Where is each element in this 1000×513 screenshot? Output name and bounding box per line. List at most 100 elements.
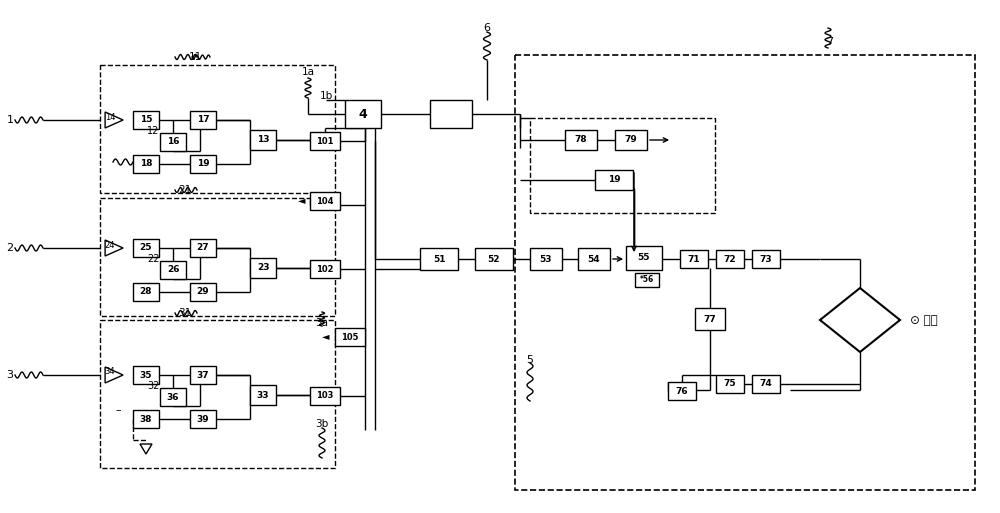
Text: 2: 2 [6,243,14,253]
Text: 25: 25 [140,244,152,252]
Bar [716,250,744,268]
Bar [190,366,216,384]
Bar [430,100,472,128]
Text: 18: 18 [140,160,152,168]
Text: 16: 16 [167,137,179,147]
Polygon shape [105,240,123,256]
Text: 22: 22 [147,254,159,264]
Text: 13: 13 [257,135,269,145]
Bar [565,130,597,150]
Text: 5: 5 [526,355,534,365]
Text: 53: 53 [540,254,552,264]
Polygon shape [105,367,123,383]
Polygon shape [105,112,123,128]
Text: *56: *56 [640,275,654,285]
Text: 103: 103 [316,391,334,401]
Bar [190,410,216,428]
Text: 7: 7 [826,37,834,47]
Bar [100,198,335,316]
Bar [626,246,662,270]
Bar [530,118,715,213]
Text: 76: 76 [676,386,688,396]
Text: 17: 17 [197,115,209,125]
Text: 78: 78 [575,135,587,145]
Bar [310,260,340,278]
Bar [716,375,744,393]
Bar [133,366,159,384]
Bar [475,248,513,270]
Text: 26: 26 [167,266,179,274]
Text: 36: 36 [167,392,179,402]
Bar [635,273,659,287]
Text: 14: 14 [105,112,115,122]
Text: 29: 29 [197,287,209,297]
Bar [190,283,216,301]
Text: 28: 28 [140,287,152,297]
Bar [595,170,633,190]
Bar [190,155,216,173]
Text: 6: 6 [484,23,490,33]
Text: 31: 31 [178,308,192,318]
Text: 33: 33 [257,390,269,400]
Text: 38: 38 [140,415,152,424]
Bar [345,100,381,128]
Bar [310,132,340,150]
Bar [695,308,725,330]
Text: 19: 19 [197,160,209,168]
Text: 21: 21 [178,185,192,195]
Text: –: – [115,405,121,415]
Text: 3b: 3b [315,419,329,429]
Bar [160,261,186,279]
Bar [133,155,159,173]
Bar [310,387,340,405]
Text: 75: 75 [724,380,736,388]
Text: 102: 102 [316,265,334,273]
Text: 1b: 1b [319,91,333,101]
Bar [530,248,562,270]
Text: 101: 101 [316,136,334,146]
Bar [752,250,780,268]
Bar [615,130,647,150]
Text: 15: 15 [140,115,152,125]
Text: 55: 55 [638,253,650,263]
Bar [250,385,276,405]
Bar [100,65,335,193]
Text: ⊙ 病人: ⊙ 病人 [910,313,938,326]
Text: 1: 1 [7,115,14,125]
Text: 3a: 3a [316,318,328,328]
Bar [133,111,159,129]
Text: 23: 23 [257,264,269,272]
Bar [190,239,216,257]
Bar [160,133,186,151]
Text: 19: 19 [608,175,620,185]
Text: 32: 32 [147,381,159,391]
Polygon shape [820,288,900,352]
Bar [250,130,276,150]
Bar [668,382,696,400]
Text: 35: 35 [140,370,152,380]
Text: 74: 74 [760,380,772,388]
Text: 71: 71 [688,254,700,264]
Text: 1a: 1a [302,67,314,77]
Text: ◄: ◄ [298,195,306,205]
Bar [250,258,276,278]
Bar [160,388,186,406]
Bar [133,283,159,301]
Text: 11: 11 [188,52,202,62]
Text: ◄: ◄ [322,331,330,341]
Text: 104: 104 [316,196,334,206]
Bar [335,328,365,346]
Text: 51: 51 [433,254,445,264]
Text: 73: 73 [760,254,772,264]
Text: 4: 4 [359,108,367,121]
Text: 52: 52 [488,254,500,264]
Bar [133,410,159,428]
Text: 24: 24 [105,241,115,249]
Bar [515,55,975,490]
Text: 34: 34 [105,367,115,377]
Bar [133,239,159,257]
Text: 79: 79 [625,135,637,145]
Bar [190,111,216,129]
Polygon shape [140,444,152,454]
Bar [100,320,335,468]
